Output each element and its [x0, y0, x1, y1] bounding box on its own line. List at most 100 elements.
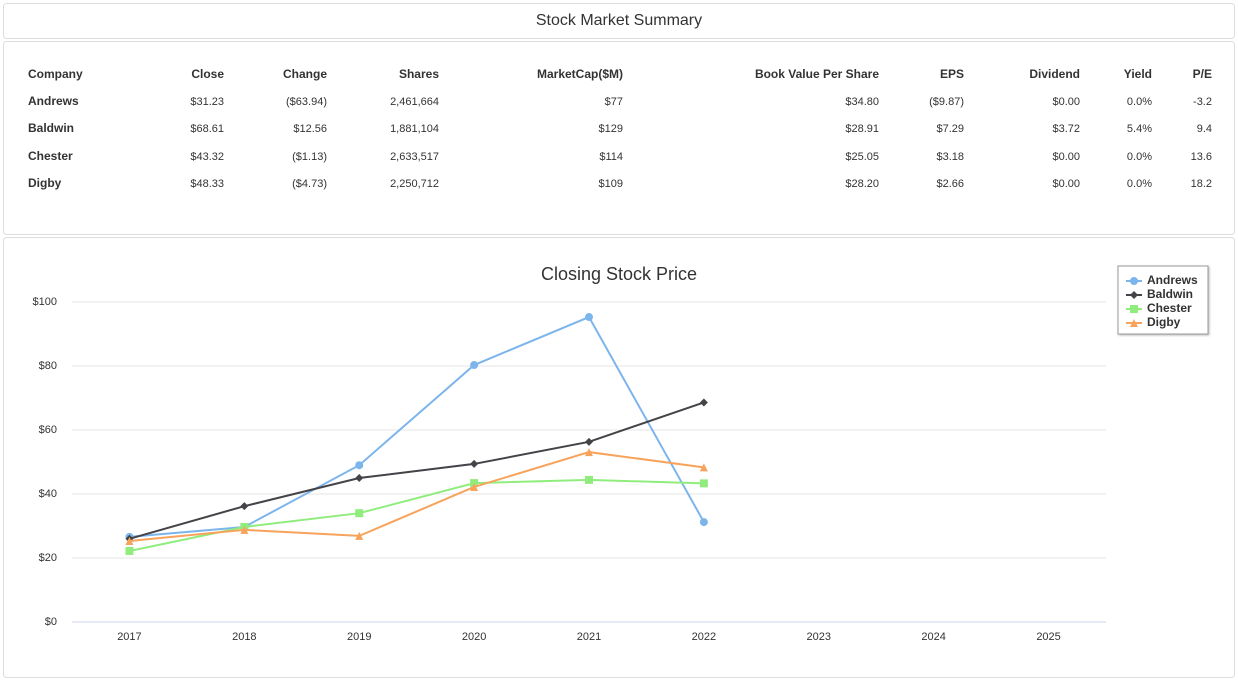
y-tick-label: $80 [39, 360, 57, 372]
column-header: Close [191, 67, 224, 81]
legend-marker [1130, 277, 1138, 285]
table-cell: $28.20 [845, 178, 879, 190]
data-point [585, 313, 593, 322]
y-tick-label: $60 [39, 424, 57, 436]
data-point [585, 437, 593, 446]
table-cell: 9.4 [1197, 123, 1212, 135]
table-cell: 18.2 [1191, 178, 1212, 190]
x-tick-label: 2017 [117, 631, 141, 643]
x-tick-label: 2019 [347, 631, 371, 643]
legend-label: Digby [1147, 315, 1181, 329]
data-point [470, 459, 479, 468]
table-cell: 2,633,517 [390, 151, 439, 163]
column-header: Book Value Per Share [755, 67, 879, 81]
table-cell: $28.91 [845, 123, 879, 135]
table-cell: 5.4% [1127, 123, 1152, 135]
header-title: Stock Market Summary [536, 12, 702, 29]
table-cell: $3.18 [936, 151, 964, 163]
company-name: Baldwin [28, 121, 74, 135]
x-tick-label: 2024 [921, 631, 945, 643]
data-point [470, 361, 479, 370]
table-cell: 0.0% [1127, 151, 1152, 163]
data-point [585, 475, 593, 484]
table-cell: $114 [599, 151, 623, 163]
series-line [129, 315, 705, 538]
column-header: Shares [399, 67, 439, 81]
table-cell: $7.29 [936, 123, 964, 135]
table-cell: $48.33 [190, 178, 224, 190]
legend-marker [1130, 291, 1138, 299]
data-point [240, 525, 249, 534]
table-cell: ($4.73) [292, 178, 327, 190]
data-point [240, 502, 249, 511]
legend-marker [1130, 305, 1138, 313]
table-cell: $25.05 [845, 151, 879, 163]
table-cell: $3.72 [1052, 123, 1080, 135]
data-point [355, 531, 364, 540]
table-panel [3, 41, 1235, 235]
table-cell: $77 [605, 96, 623, 108]
column-header: P/E [1193, 67, 1212, 81]
table-cell: $2.66 [936, 178, 964, 190]
company-name: Andrews [28, 94, 79, 108]
table-cell: $31.23 [190, 96, 224, 108]
data-point [699, 463, 708, 472]
chart-panel [3, 237, 1235, 678]
data-point [699, 479, 708, 488]
table-cell: $129 [599, 123, 623, 135]
table-cell: $68.61 [190, 123, 224, 135]
legend-label: Baldwin [1147, 287, 1193, 301]
x-tick-label: 2023 [807, 631, 831, 643]
data-point [585, 448, 593, 457]
data-point [125, 537, 134, 546]
y-tick-label: $100 [33, 296, 57, 308]
table-cell: ($9.87) [929, 96, 964, 108]
table-cell: ($63.94) [286, 96, 327, 108]
y-tick-label: $40 [39, 488, 57, 500]
column-header: Yield [1124, 67, 1152, 81]
column-header: Company [28, 67, 83, 81]
x-tick-label: 2020 [462, 631, 486, 643]
x-tick-label: 2018 [232, 631, 256, 643]
data-point [699, 398, 708, 407]
table-cell: $12.56 [293, 123, 327, 135]
company-name: Chester [28, 149, 73, 163]
data-point [355, 509, 364, 518]
y-tick-label: $0 [45, 616, 57, 628]
column-header: EPS [940, 67, 964, 81]
y-tick-label: $20 [39, 552, 57, 564]
table-cell: 0.0% [1127, 178, 1152, 190]
chart-title: Closing Stock Price [541, 264, 697, 284]
table-cell: 2,250,712 [390, 178, 439, 190]
table-cell: ($1.13) [292, 151, 327, 163]
table-cell: 2,461,664 [390, 96, 439, 108]
data-point [355, 461, 364, 470]
legend-label: Andrews [1147, 273, 1198, 287]
legend-label: Chester [1147, 301, 1192, 315]
x-tick-label: 2025 [1036, 631, 1060, 643]
data-point [470, 482, 479, 491]
table-cell: $0.00 [1052, 96, 1080, 108]
table-cell: $0.00 [1052, 151, 1080, 163]
x-tick-label: 2021 [577, 631, 601, 643]
data-point [125, 546, 134, 555]
table-cell: $0.00 [1052, 178, 1080, 190]
table-cell: 13.6 [1191, 151, 1212, 163]
table-cell: -3.2 [1193, 96, 1212, 108]
table-cell: 0.0% [1127, 96, 1152, 108]
company-name: Digby [28, 176, 62, 190]
series-line [129, 451, 705, 543]
legend-marker [1130, 319, 1138, 327]
column-header: MarketCap($M) [537, 67, 623, 81]
table-cell: 1,881,104 [390, 123, 439, 135]
data-point [355, 474, 364, 482]
table-cell: $109 [599, 178, 623, 190]
column-header: Change [283, 67, 327, 81]
table-cell: $43.32 [190, 151, 224, 163]
data-point [699, 518, 708, 527]
table-cell: $34.80 [845, 96, 879, 108]
column-header: Dividend [1029, 67, 1080, 81]
header-panel [3, 3, 1235, 39]
